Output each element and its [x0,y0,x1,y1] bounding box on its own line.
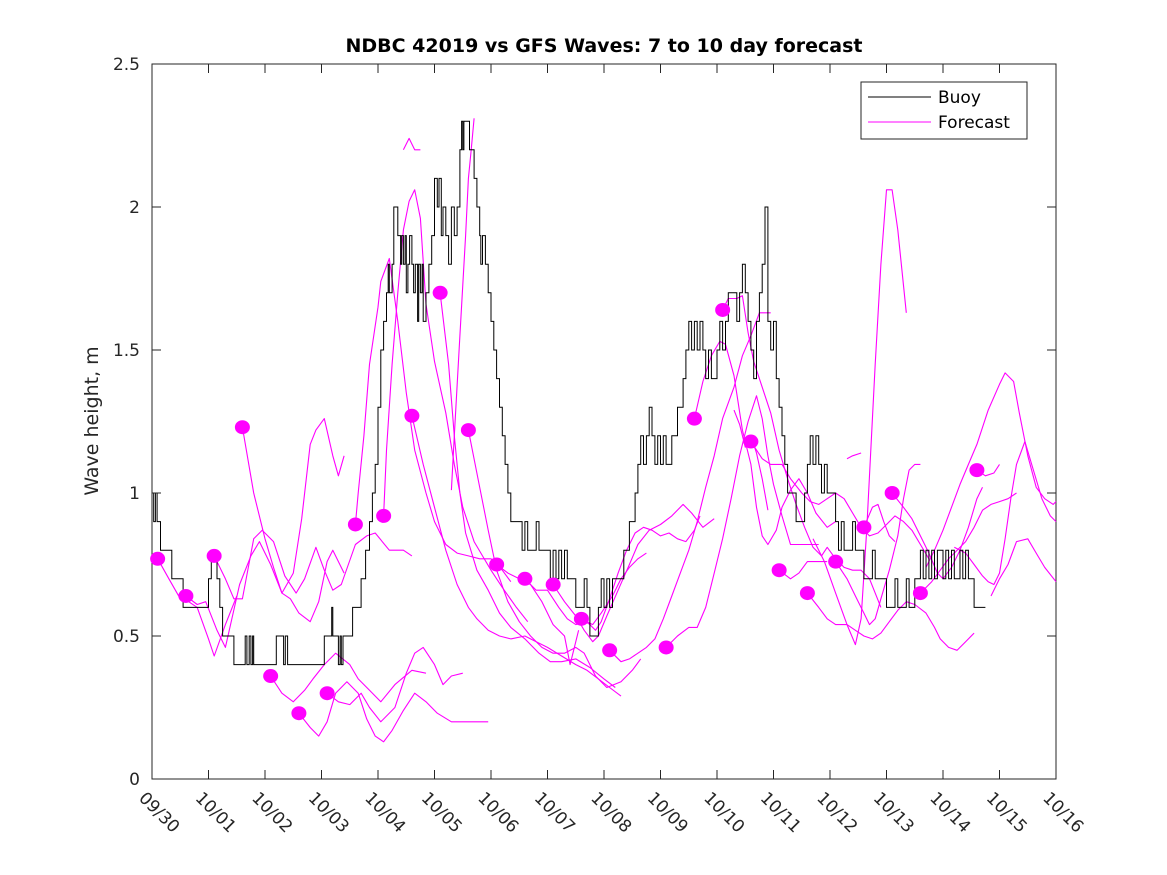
forecast-line [806,592,975,651]
forecast-start-markers [150,285,985,721]
forecast-line [846,452,862,460]
forecast-start-marker [828,554,844,569]
forecast-line [835,463,921,626]
forecast-line [954,440,1057,586]
forecast-start-marker [404,408,420,423]
forecast-line [990,538,1057,597]
legend: Buoy Forecast [860,81,1028,140]
legend-buoy-label: Buoy [938,88,981,108]
forecast-start-marker [432,285,448,300]
forecast-line [439,292,616,688]
forecast-start-marker [884,486,900,500]
forecast-start-marker [376,508,392,523]
forecast-line [467,429,642,689]
y-tick-label: 1 [129,484,140,504]
forecast-start-marker [969,463,985,478]
forecast-line [383,189,529,623]
forecast-line [778,561,828,580]
y-tick-label: 2 [129,198,140,218]
forecast-start-marker [319,686,335,701]
forecast-line [891,487,983,580]
forecast-line [920,492,1017,594]
forecast-line [241,418,345,594]
forecast-start-marker [291,706,307,721]
axes-box [151,63,1057,780]
forecast-start-marker [799,586,815,601]
legend-box [860,81,1028,140]
forecast-start-marker [743,434,759,449]
forecast-start-marker [856,520,872,535]
forecast-line [298,681,489,743]
forecast-start-marker [602,643,618,658]
forecast-start-marker [206,548,222,563]
plot-area [150,63,1057,780]
chart-title: NDBC 42019 vs GFS Waves: 7 to 10 day for… [345,35,862,57]
forecast-start-marker [715,302,731,317]
forecast-line [665,395,819,648]
forecast-start-marker [263,669,279,684]
forecast-line [326,646,463,723]
forecast-line [354,257,512,583]
forecast-start-marker [771,563,787,578]
forecast-line [402,137,421,151]
forecast-start-marker [912,586,928,601]
y-axis-label: Wave height, m [81,346,103,495]
legend-forecast-label: Forecast [938,113,1010,133]
forecast-line [863,503,896,542]
forecast-line [411,415,622,697]
forecast-start-marker [150,551,166,566]
forecast-start-marker [658,640,674,655]
forecast-start-marker [178,588,194,603]
forecast-start-marker [460,423,476,438]
forecast-line [185,541,345,648]
forecast-start-marker [489,557,505,572]
y-axis: 0 0.5 1 1.5 2 2.5 [113,55,1056,790]
buoy-series-group [152,120,986,666]
forecast-line [213,529,413,600]
buoy-line [152,120,986,666]
forecast-series-group [157,118,1057,743]
y-tick-label: 1.5 [113,341,140,361]
y-tick-label: 0 [129,770,140,790]
y-tick-label: 0.5 [113,627,140,647]
forecast-line [609,312,771,663]
forecast-start-marker [517,571,533,586]
forecast-start-marker [573,611,589,626]
forecast-line [722,295,882,608]
y-tick-label: 2.5 [113,55,140,75]
forecast-start-marker [686,411,702,426]
forecast-start-marker [234,420,250,435]
forecast-start-marker [347,517,363,532]
forecast-line [496,564,580,666]
forecast-line [925,372,1057,568]
forecast-start-marker [545,577,561,592]
